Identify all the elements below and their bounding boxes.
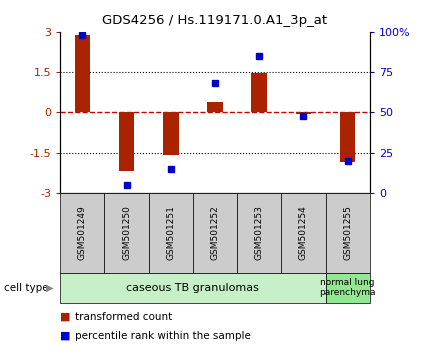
Text: GSM501250: GSM501250 bbox=[122, 205, 131, 260]
Text: GDS4256 / Hs.119171.0.A1_3p_at: GDS4256 / Hs.119171.0.A1_3p_at bbox=[102, 14, 328, 27]
Bar bbox=[340, 113, 356, 162]
Text: GSM501254: GSM501254 bbox=[299, 205, 308, 260]
Text: ▶: ▶ bbox=[46, 282, 53, 293]
Text: caseous TB granulomas: caseous TB granulomas bbox=[126, 282, 259, 293]
Bar bbox=[207, 102, 223, 113]
Bar bbox=[296, 113, 311, 114]
Bar bbox=[74, 35, 90, 113]
Bar bbox=[119, 113, 134, 171]
Text: GSM501249: GSM501249 bbox=[78, 205, 87, 260]
Text: cell type: cell type bbox=[4, 282, 49, 293]
Text: percentile rank within the sample: percentile rank within the sample bbox=[75, 331, 251, 341]
Text: normal lung
parenchyma: normal lung parenchyma bbox=[319, 278, 376, 297]
Text: ■: ■ bbox=[60, 331, 71, 341]
Bar bbox=[163, 113, 178, 155]
Text: GSM501253: GSM501253 bbox=[255, 205, 264, 260]
Text: GSM501251: GSM501251 bbox=[166, 205, 175, 260]
Bar bbox=[252, 74, 267, 113]
Text: GSM501252: GSM501252 bbox=[211, 205, 219, 260]
Text: transformed count: transformed count bbox=[75, 312, 172, 321]
Text: ■: ■ bbox=[60, 312, 71, 321]
Text: GSM501255: GSM501255 bbox=[343, 205, 352, 260]
